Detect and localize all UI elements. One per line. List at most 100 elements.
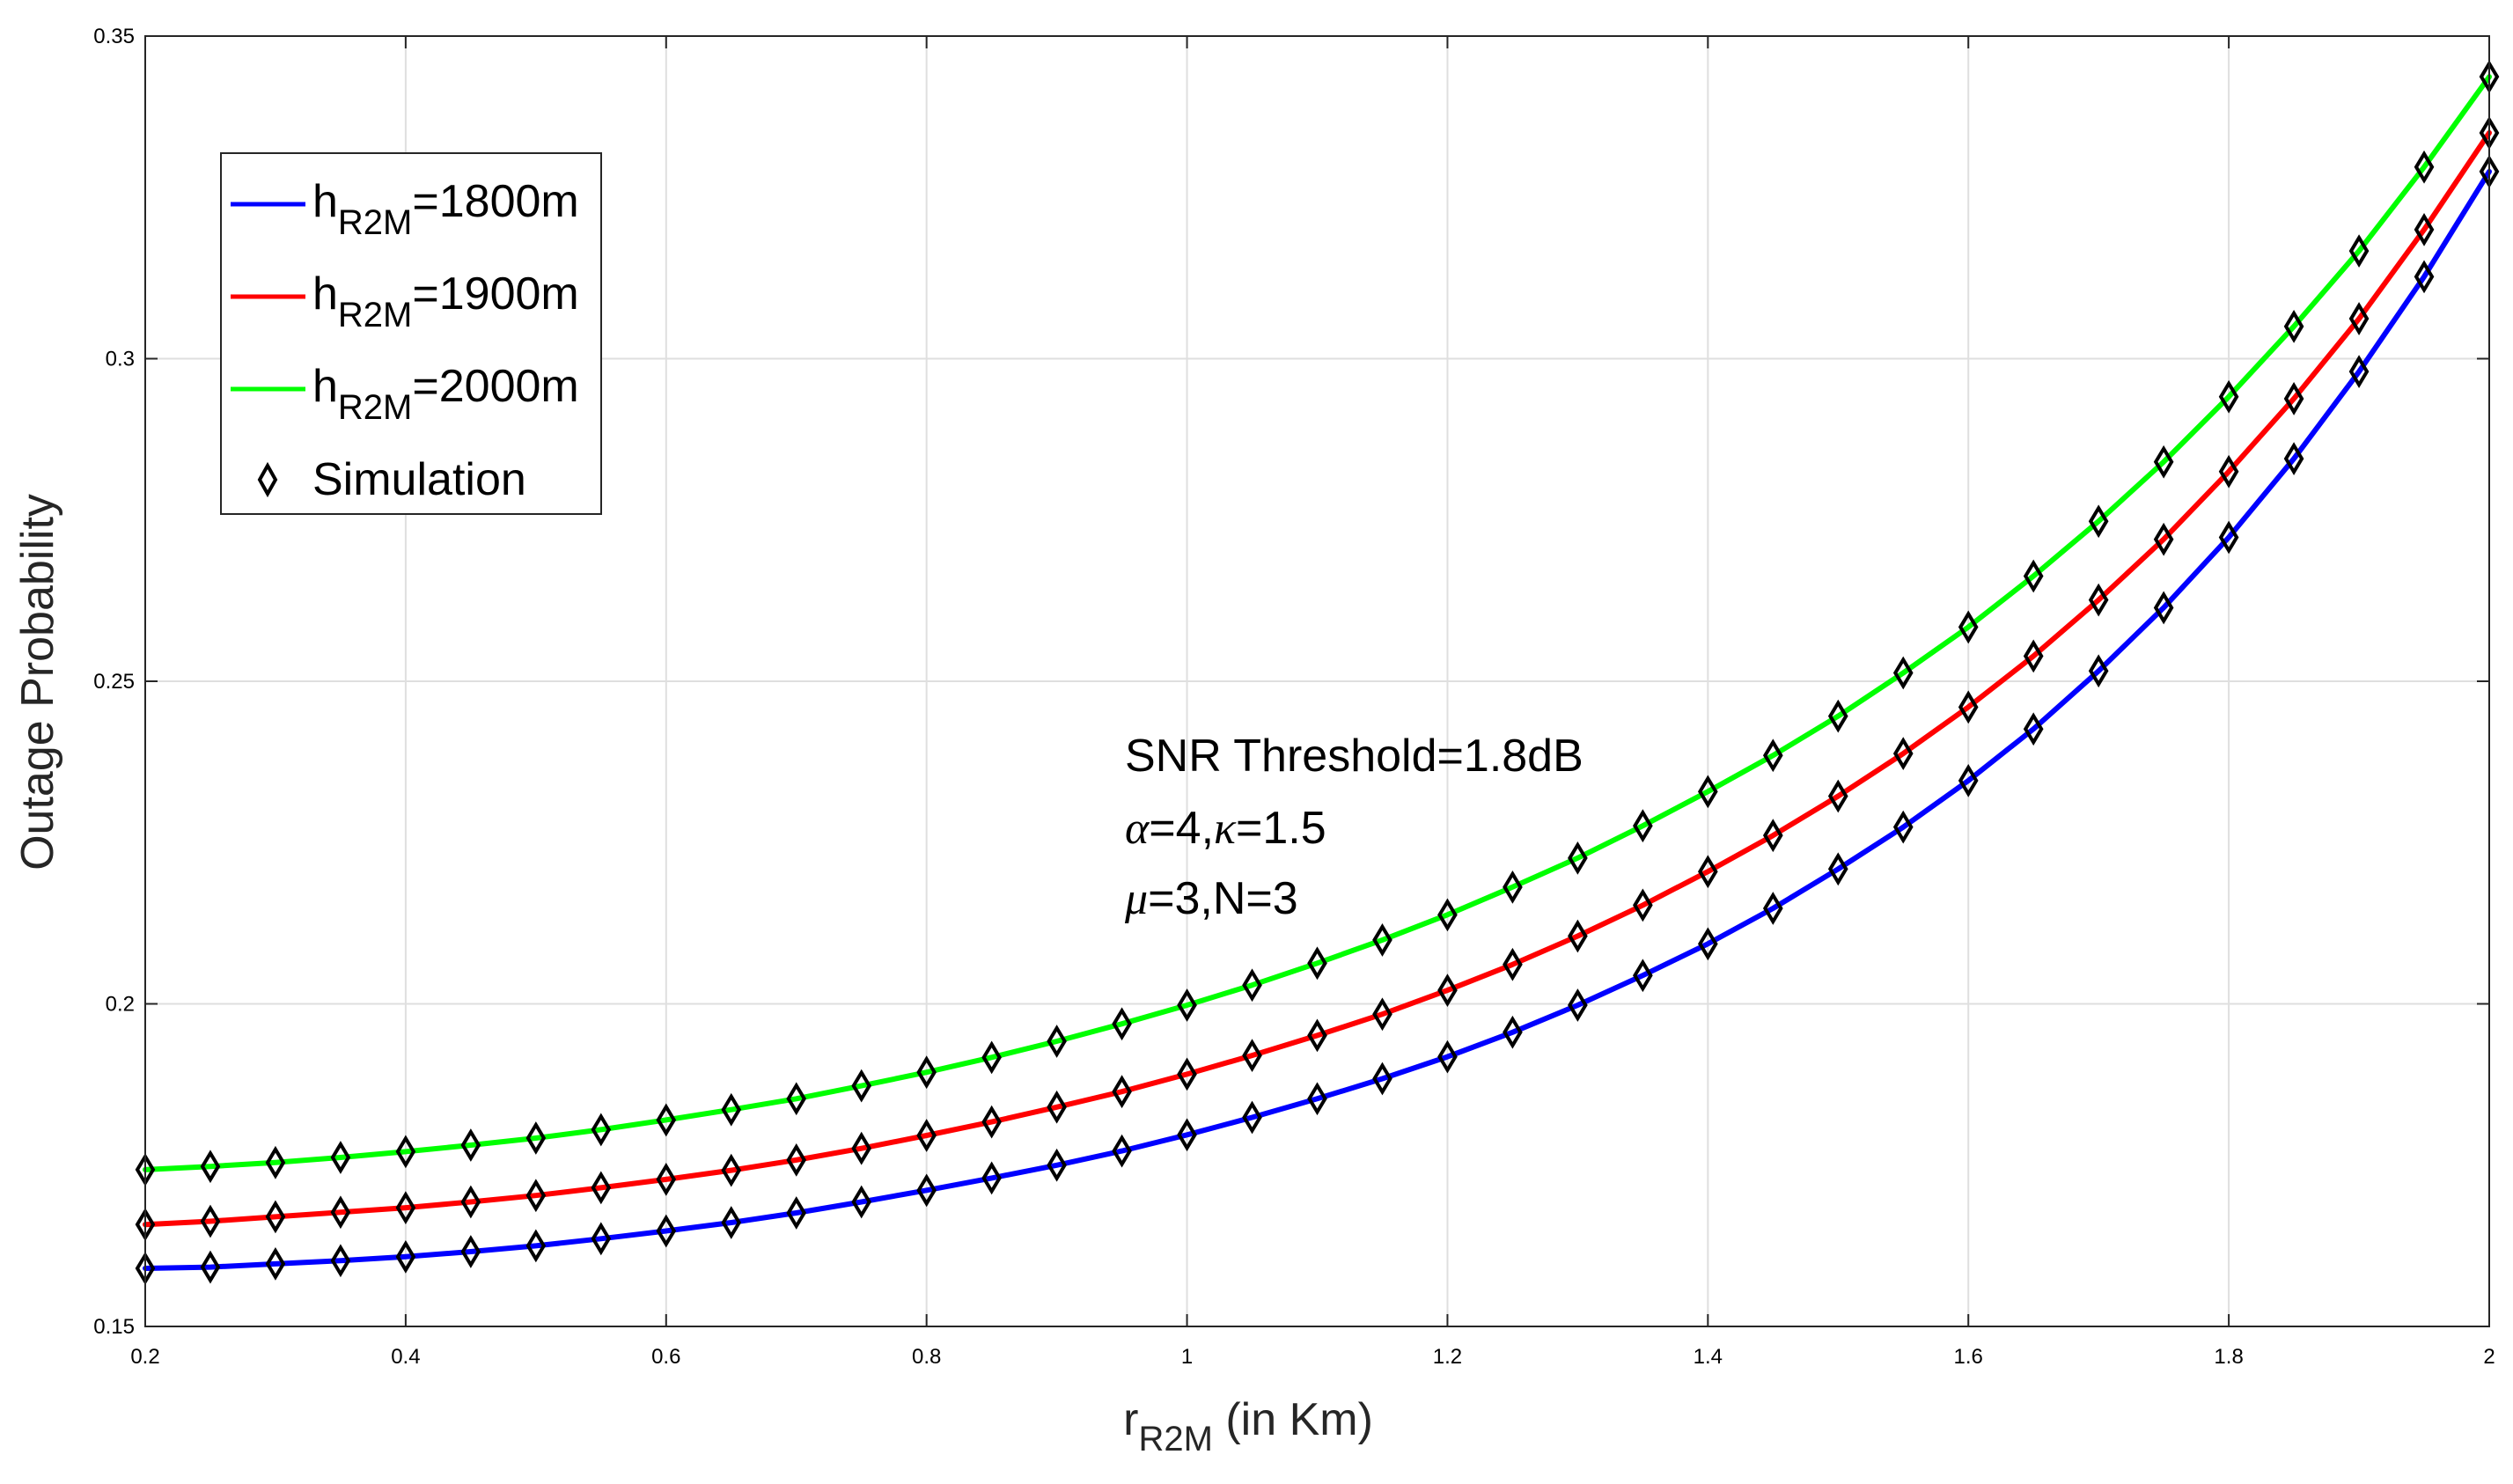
- y-tick-label: 0.3: [106, 348, 135, 371]
- legend-entry-1800: hR2M=1800m: [231, 176, 579, 242]
- simulation-marker: [721, 1206, 742, 1239]
- simulation-marker: [981, 1105, 1002, 1139]
- x-axis-label-main: r: [1123, 1394, 1138, 1445]
- simulation-marker: [721, 1153, 742, 1187]
- simulation-marker: [525, 1229, 547, 1263]
- simulation-marker: [1112, 1007, 1132, 1041]
- simulation-marker: [1762, 819, 1783, 853]
- simulation-marker: [395, 1191, 416, 1225]
- x-axis-label-sub: R2M: [1138, 1420, 1212, 1458]
- simulation-marker: [2414, 213, 2435, 246]
- simulation-marker: [591, 1113, 612, 1147]
- y-tick-label: 0.25: [93, 670, 135, 694]
- simulation-marker: [1242, 968, 1262, 1003]
- simulation-marker: [460, 1185, 481, 1219]
- simulation-marker: [2348, 355, 2370, 389]
- simulation-marker: [851, 1185, 872, 1219]
- x-tick-label: 0.4: [391, 1345, 420, 1369]
- simulation-marker: [1047, 1090, 1067, 1124]
- simulation-marker: [1047, 1148, 1067, 1182]
- simulation-marker: [2088, 583, 2109, 617]
- simulation-marker: [1047, 1025, 1067, 1058]
- simulation-marker: [2218, 520, 2239, 555]
- simulation-marker: [2088, 654, 2109, 688]
- simulation-marker: [395, 1239, 416, 1274]
- simulation-marker: [591, 1171, 612, 1205]
- x-axis-label: rR2M (in Km): [1123, 1394, 1373, 1458]
- simulation-marker: [916, 1055, 937, 1090]
- simulation-marker: [1958, 610, 1979, 644]
- simulation-marker: [1697, 775, 1718, 809]
- simulation-marker: [2023, 639, 2044, 673]
- series-line-1900: [143, 129, 2492, 1228]
- simulation-marker: [1372, 1062, 1392, 1096]
- x-tick-label: 1: [1181, 1345, 1193, 1369]
- simulation-marker: [916, 1173, 937, 1208]
- simulation-marker: [525, 1179, 547, 1213]
- legend-entry-2000: hR2M=2000m: [231, 361, 579, 427]
- simulation-marker: [265, 1247, 286, 1281]
- simulation-marker: [2414, 260, 2435, 294]
- legend-label-2000: hR2M=2000m: [312, 361, 579, 427]
- annotation-alpha-kappa: α=4,κ=1.5: [1125, 803, 1326, 854]
- legend: hR2M=1800m hR2M=1900m hR2M=2000m Simulat…: [220, 152, 602, 515]
- simulation-marker: [2088, 504, 2109, 539]
- simulation-marker: [851, 1069, 872, 1103]
- legend-box: [220, 152, 602, 515]
- simulation-marker: [1503, 947, 1523, 981]
- simulation-marker: [1177, 988, 1197, 1022]
- x-tick-label: 1.4: [1694, 1345, 1723, 1369]
- simulation-marker: [1568, 988, 1588, 1022]
- simulation-marker: [2283, 382, 2304, 415]
- annotation: SNR Threshold=1.8dB α=4,κ=1.5 μ=3,N=3: [1124, 731, 1583, 924]
- x-axis-label-suffix: (in Km): [1213, 1394, 1373, 1445]
- simulation-marker: [1372, 997, 1392, 1032]
- simulation-marker: [1307, 1018, 1327, 1053]
- simulation-marker: [1892, 810, 1914, 844]
- simulation-marker: [1697, 927, 1718, 961]
- simulation-marker: [2218, 454, 2239, 489]
- simulation-marker: [265, 1145, 286, 1179]
- simulation-marker: [1958, 763, 1979, 797]
- legend-entry-1900: hR2M=1900m: [231, 268, 579, 334]
- x-tick-label: 1.6: [1954, 1345, 1983, 1369]
- simulation-marker: [1307, 946, 1327, 981]
- simulation-marker: [1242, 1039, 1262, 1073]
- simulation-marker: [200, 1204, 221, 1238]
- simulation-marker: [1827, 779, 1848, 813]
- y-tick-label: 0.35: [93, 25, 135, 48]
- series-line-1800: [143, 168, 2492, 1271]
- simulation-marker: [1112, 1134, 1132, 1168]
- x-tick-label: 1.8: [2214, 1345, 2243, 1369]
- legend-diamond-marker: [257, 461, 278, 498]
- simulation-marker: [591, 1222, 612, 1256]
- simulation-marker: [1437, 898, 1458, 932]
- simulation-marker: [786, 1196, 807, 1230]
- simulation-marker: [2348, 302, 2370, 335]
- axis-ticks: 0.2 0.4 0.6 0.8 1 1.2 1.4 1.6 1.8 2 0.15 0.2 0.25 0.3…: [93, 25, 2495, 1369]
- simulation-marker: [200, 1150, 221, 1184]
- simulation-marker: [786, 1143, 807, 1177]
- annotation-mu-n: μ=3,N=3: [1124, 873, 1298, 924]
- simulation-marker: [2348, 234, 2370, 268]
- simulation-marker: [330, 1195, 351, 1230]
- simulation-markers: [135, 60, 2500, 1285]
- legend-label-1800: hR2M=1800m: [312, 176, 579, 242]
- simulation-marker: [1568, 841, 1588, 875]
- simulation-marker: [1372, 923, 1392, 957]
- simulation-marker: [1827, 699, 1848, 733]
- simulation-marker: [1437, 973, 1458, 1007]
- simulation-marker: [2283, 442, 2304, 476]
- simulation-marker: [656, 1162, 677, 1196]
- simulation-marker: [2023, 559, 2044, 593]
- simulation-marker: [1112, 1075, 1132, 1109]
- simulation-marker: [656, 1214, 677, 1248]
- simulation-marker: [1633, 959, 1653, 993]
- simulation-marker: [200, 1250, 221, 1284]
- simulation-marker: [786, 1082, 807, 1116]
- simulation-marker: [395, 1135, 416, 1169]
- simulation-marker: [1568, 919, 1588, 953]
- simulation-marker: [2153, 591, 2174, 625]
- simulation-marker: [330, 1244, 351, 1278]
